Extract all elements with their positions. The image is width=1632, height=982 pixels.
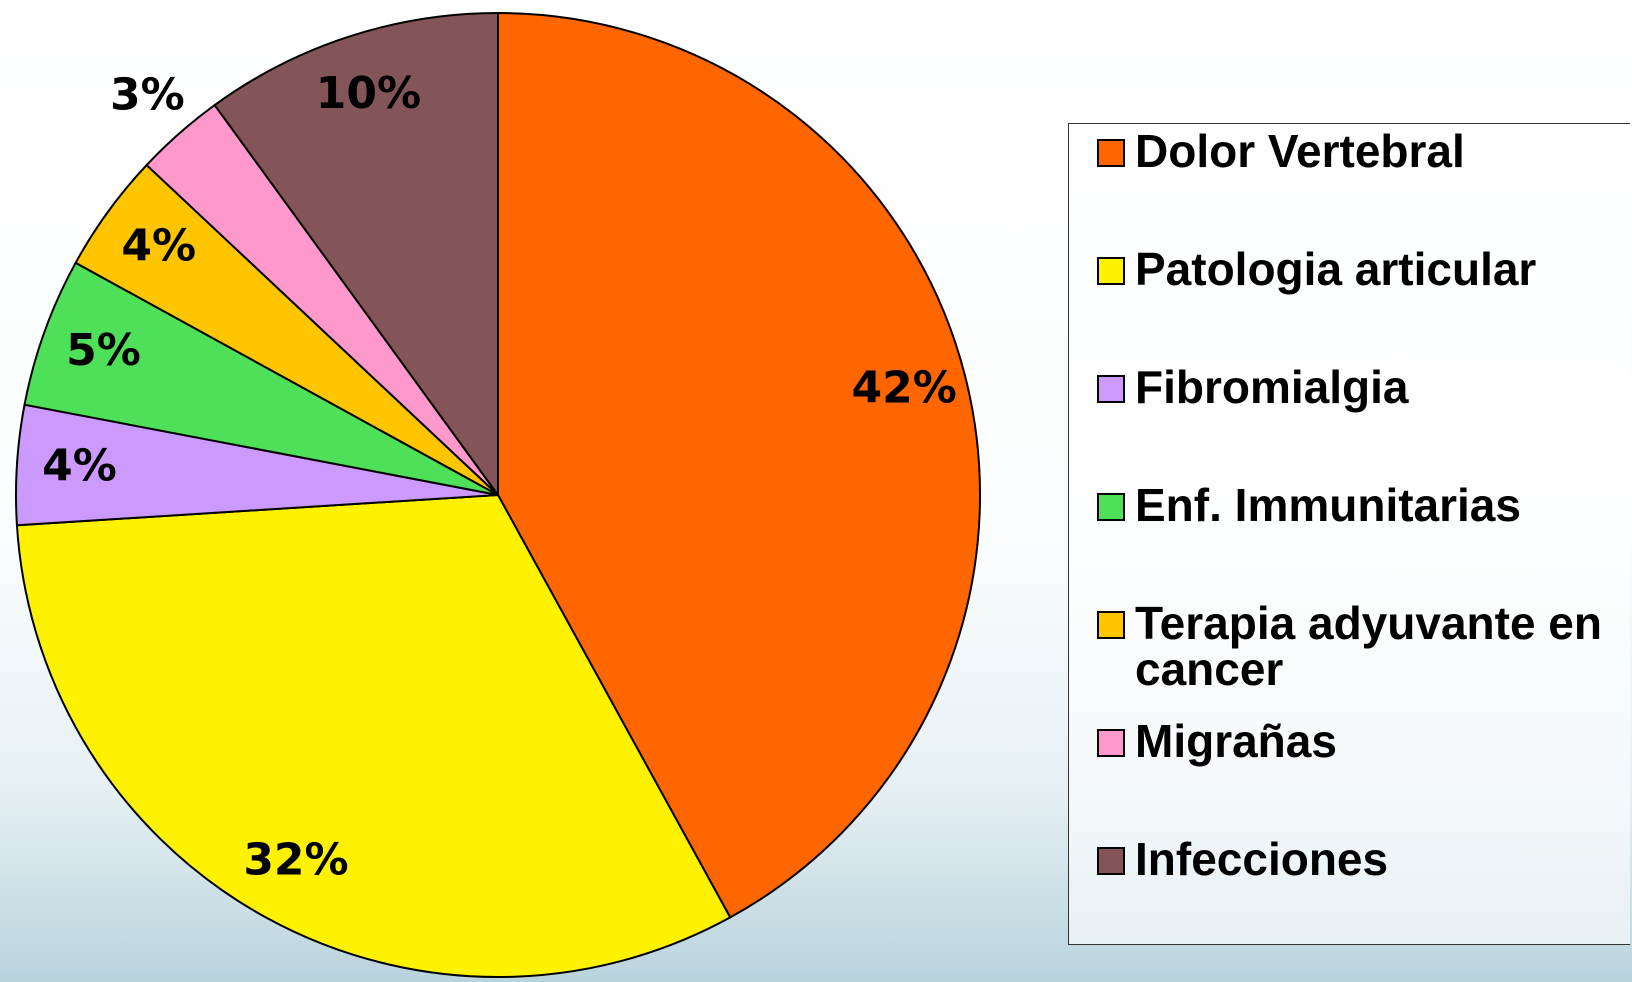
legend-label: Fibromialgia [1135, 361, 1409, 413]
legend-label: Dolor Vertebral [1135, 125, 1465, 177]
legend-item: Patologia articular [1097, 246, 1625, 292]
legend-swatch [1097, 375, 1125, 403]
legend-swatch [1097, 257, 1125, 285]
pie-chart: 42% 32% 4% 5% 4% 3% 10% [15, 11, 981, 978]
legend-swatch [1097, 611, 1125, 639]
legend-item: Terapia adyuvante en cancer [1097, 600, 1625, 692]
data-label: 42% [852, 363, 957, 414]
legend-swatch [1097, 847, 1125, 875]
legend-item: Enf. Immunitarias [1097, 482, 1625, 528]
pie-slice [15, 493, 732, 978]
pie-slice [497, 11, 981, 919]
legend-label: Patologia articular [1135, 243, 1537, 295]
data-label: 10% [316, 68, 421, 119]
legend: Dolor Vertebral Patologia articular Fibrom… [1068, 123, 1630, 945]
legend-label: Terapia adyuvante en cancer [1135, 597, 1602, 695]
legend-item: Infecciones [1097, 836, 1625, 882]
data-label: 4% [42, 441, 117, 492]
legend-label: Infecciones [1135, 833, 1389, 885]
data-label: 32% [243, 834, 348, 885]
legend-item: Migrañas [1097, 718, 1625, 764]
legend-swatch [1097, 139, 1125, 167]
pie-slice [213, 11, 499, 499]
data-label: 3% [110, 69, 185, 120]
data-label: 4% [121, 221, 196, 272]
legend-swatch [1097, 493, 1125, 521]
legend-item: Dolor Vertebral [1097, 128, 1625, 174]
legend-label: Enf. Immunitarias [1135, 479, 1521, 531]
legend-item: Fibromialgia [1097, 364, 1625, 410]
pie-slice [23, 261, 499, 496]
legend-label: Migrañas [1135, 715, 1337, 767]
legend-swatch [1097, 729, 1125, 757]
data-label: 5% [66, 325, 141, 376]
